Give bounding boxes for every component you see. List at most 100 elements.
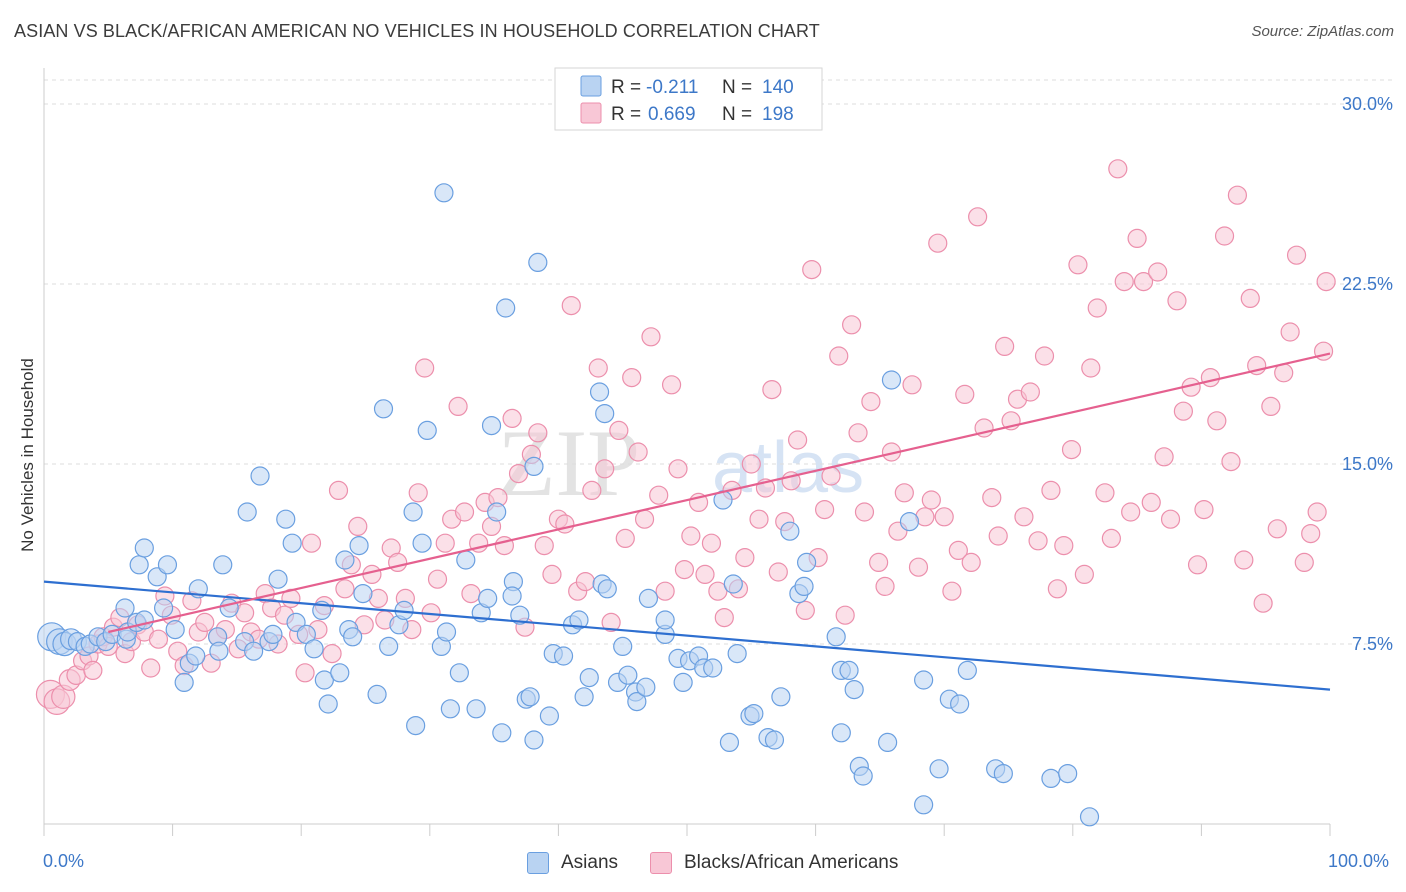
y-tick-label: 15.0%	[1342, 454, 1393, 474]
data-point	[815, 500, 835, 520]
data-point	[348, 516, 368, 537]
data-point	[928, 233, 948, 253]
data-point	[831, 723, 851, 743]
data-point	[589, 382, 610, 402]
data-point	[968, 207, 988, 227]
data-point	[276, 509, 296, 529]
data-point	[1207, 411, 1227, 431]
data-point	[415, 358, 435, 378]
data-point	[1214, 226, 1235, 246]
data-point	[449, 663, 469, 683]
data-point	[353, 583, 373, 604]
data-point	[268, 569, 288, 589]
legend-black-swatch	[580, 102, 602, 124]
data-point	[902, 375, 922, 395]
asians-swatch	[527, 852, 549, 874]
data-point	[894, 483, 914, 503]
data-point	[434, 183, 454, 203]
blacks-swatch	[650, 852, 672, 874]
data-point	[950, 694, 970, 714]
data-point	[461, 583, 481, 604]
data-point	[1081, 358, 1101, 378]
data-point	[835, 605, 855, 625]
data-point	[854, 502, 875, 522]
data-point	[695, 564, 715, 585]
data-point	[322, 643, 342, 664]
data-point	[534, 535, 554, 556]
legend-n-label: N =	[722, 104, 752, 125]
data-point	[129, 555, 149, 575]
data-point	[735, 547, 755, 568]
data-point	[1234, 550, 1254, 570]
data-point	[282, 533, 302, 553]
data-point	[842, 315, 862, 335]
data-point	[595, 459, 615, 479]
data-point	[1074, 564, 1094, 585]
y-axis-label: No Vehicles in Household	[18, 358, 37, 552]
data-point	[1294, 552, 1314, 573]
legend-item-blacks[interactable]: Blacks/African Americans	[650, 852, 898, 874]
data-point	[914, 795, 934, 815]
data-point	[595, 404, 615, 424]
data-point	[301, 533, 322, 553]
data-point	[209, 641, 229, 661]
data-point	[1286, 245, 1307, 265]
data-point	[1200, 368, 1221, 388]
data-point	[764, 730, 785, 750]
data-point	[826, 627, 846, 647]
data-point	[403, 502, 423, 522]
data-point	[1316, 272, 1336, 292]
data-point	[829, 346, 849, 366]
data-point	[417, 420, 437, 440]
data-point	[641, 327, 661, 347]
y-tick-label: 7.5%	[1352, 634, 1393, 654]
data-point	[575, 571, 596, 592]
data-point	[1047, 579, 1067, 599]
data-point	[674, 559, 695, 580]
data-point	[408, 483, 428, 503]
data-point	[622, 368, 642, 388]
data-point	[244, 641, 264, 661]
data-point	[618, 665, 638, 685]
data-point	[1148, 262, 1168, 282]
data-point	[771, 687, 791, 707]
data-point	[412, 533, 432, 553]
data-point	[668, 459, 688, 479]
data-point	[921, 490, 941, 510]
data-point	[508, 464, 529, 484]
data-point	[655, 581, 675, 601]
data-point	[574, 687, 594, 707]
data-point	[719, 732, 740, 753]
legend-r-label: R =	[611, 104, 641, 125]
data-point	[250, 466, 270, 486]
data-point	[787, 430, 808, 450]
data-point	[335, 550, 355, 570]
data-point	[869, 552, 889, 573]
data-point	[615, 528, 635, 549]
data-point	[1054, 535, 1074, 556]
legend-n-value: 140	[762, 77, 794, 98]
y-tick-label: 30.0%	[1342, 94, 1393, 114]
legend-blacks-label: Blacks/African Americans	[684, 852, 899, 873]
data-point	[1194, 500, 1214, 520]
data-point	[528, 252, 548, 272]
data-point	[496, 298, 516, 318]
data-point	[988, 526, 1008, 546]
data-point	[436, 622, 457, 642]
data-point	[1079, 807, 1100, 827]
legend-item-asians[interactable]: Asians	[527, 852, 618, 874]
data-point	[502, 408, 522, 428]
data-point	[727, 643, 747, 664]
data-point	[539, 706, 559, 726]
source-label: Source: ZipAtlas.com	[1251, 23, 1394, 40]
data-point	[335, 579, 355, 599]
data-point	[993, 763, 1013, 784]
data-point	[708, 581, 728, 601]
chart-title: ASIAN VS BLACK/AFRICAN AMERICAN NO VEHIC…	[14, 21, 820, 41]
data-point	[510, 605, 530, 625]
data-point	[330, 663, 350, 683]
data-point	[1041, 768, 1061, 789]
data-point	[314, 670, 334, 690]
data-point	[1227, 185, 1248, 205]
data-point	[237, 502, 257, 522]
